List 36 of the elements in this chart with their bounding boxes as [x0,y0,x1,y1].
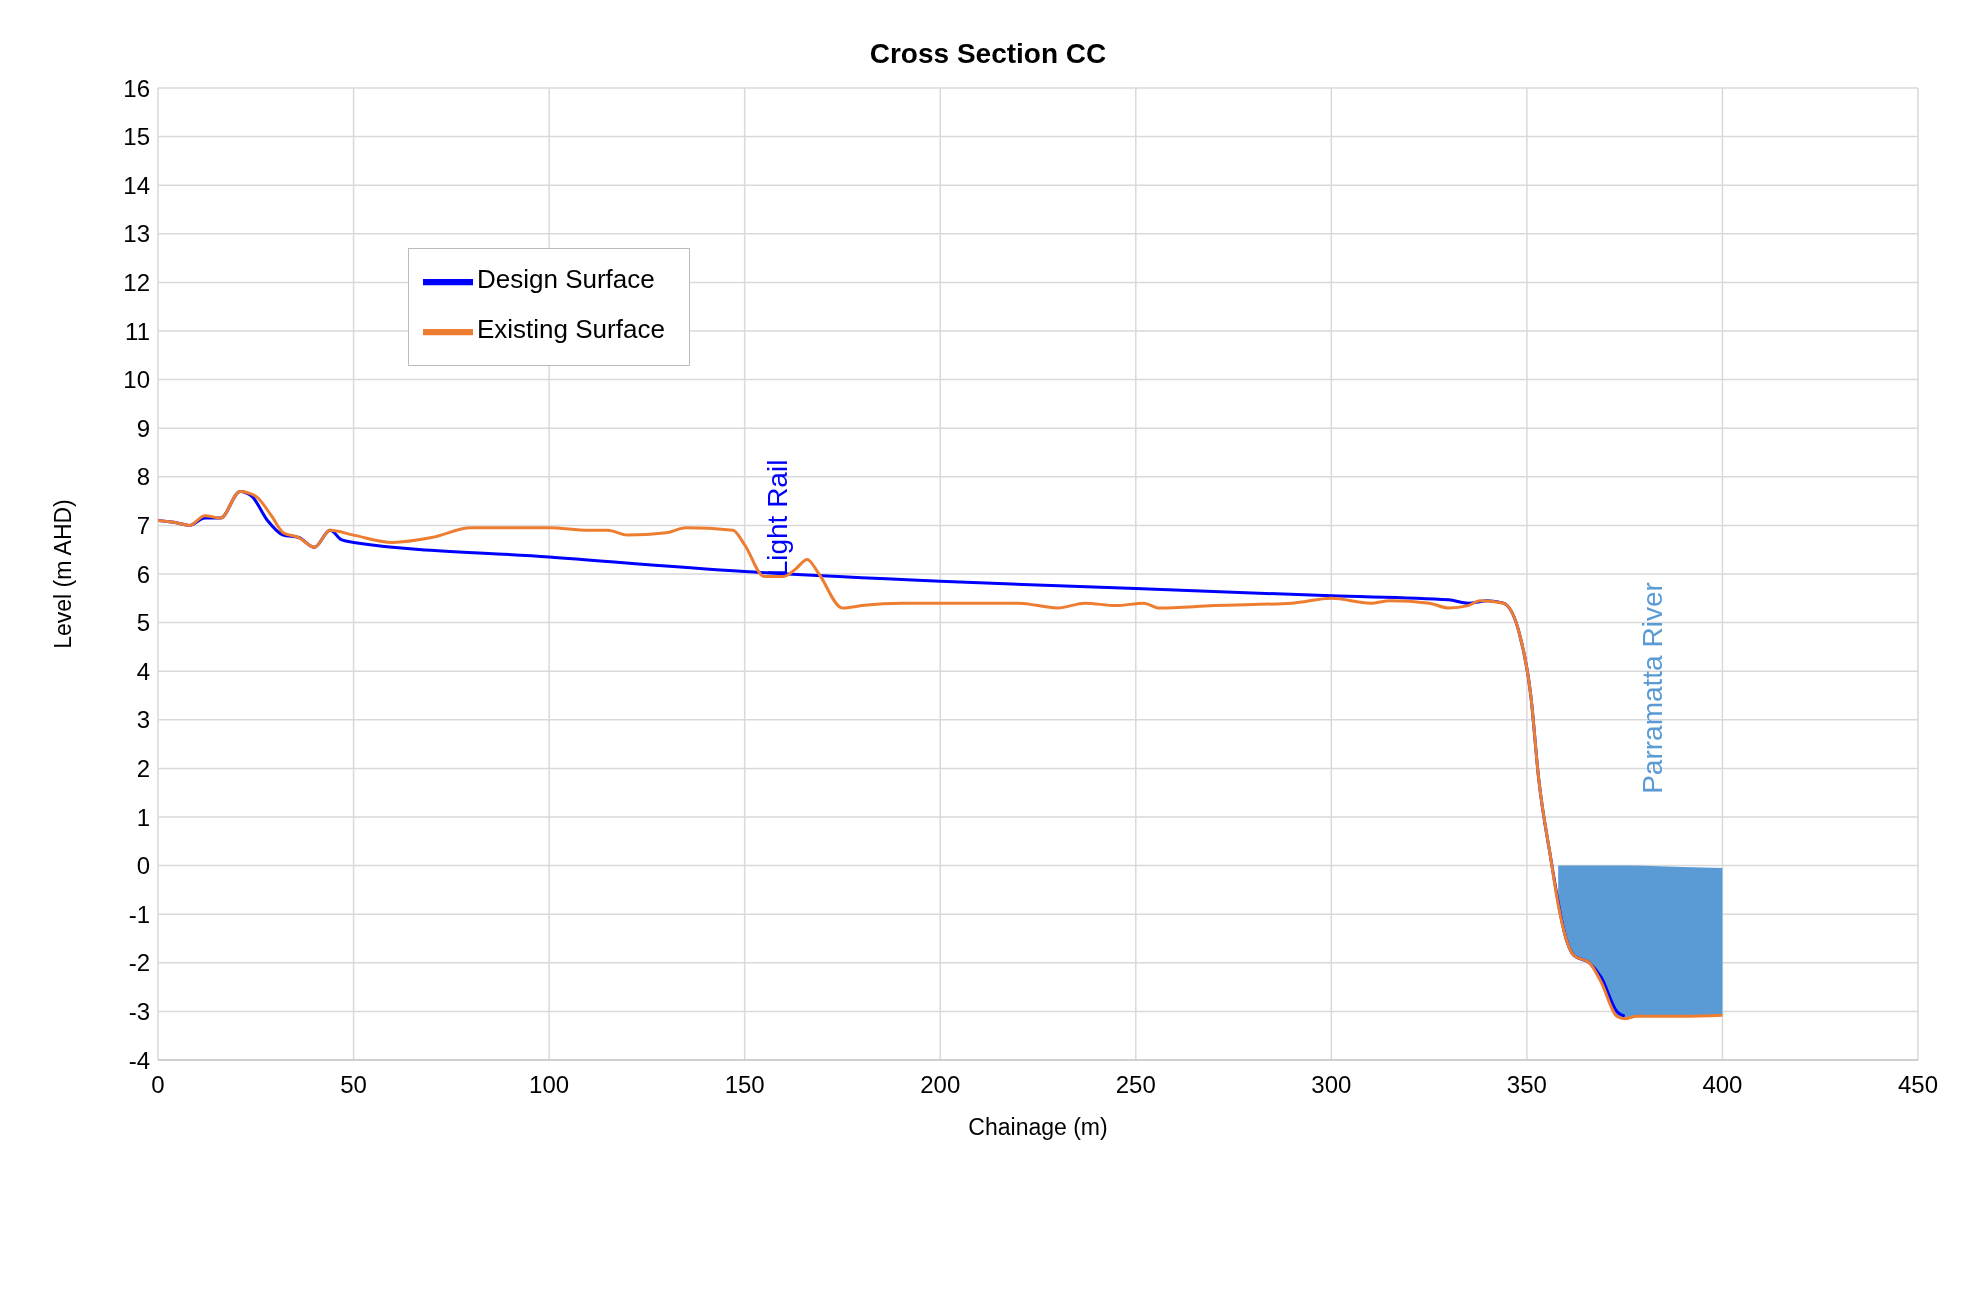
x-tick-label: 150 [724,1071,765,1099]
y-tick-label: 3 [136,706,150,734]
y-tick-label: 4 [136,657,150,685]
legend-label: Existing Surface [477,313,665,344]
y-tick-label: 1 [136,803,150,831]
x-tick-label: 300 [1311,1071,1352,1099]
x-tick-label: 450 [1897,1071,1939,1099]
y-tick-label: 16 [123,74,150,102]
y-tick-label: 10 [123,366,150,394]
chart-title: Cross Section CC [869,38,1107,69]
y-tick-label: 2 [136,754,150,782]
y-tick-label: -1 [128,900,150,928]
y-tick-label: -3 [128,997,150,1025]
y-tick-label: 11 [125,317,150,345]
y-axis-title: Level (m AHD) [50,499,77,649]
y-tick-label: 12 [123,268,150,296]
y-tick-label: 13 [123,220,150,248]
y-tick-label: -2 [128,949,150,977]
y-tick-label: 7 [136,511,150,539]
y-tick-label: -4 [128,1046,150,1074]
annotation: Parramatta River [1637,582,1669,794]
y-tick-label: 14 [123,171,150,199]
x-tick-label: 200 [920,1071,961,1099]
x-axis-title: Chainage (m) [968,1114,1108,1140]
x-tick-label: 100 [529,1071,570,1099]
y-tick-label: 5 [136,609,150,637]
x-tick-label: 350 [1506,1071,1547,1099]
y-tick-label: 0 [136,852,150,880]
y-tick-label: 15 [123,123,150,151]
y-tick-label: 8 [136,463,150,491]
x-tick-label: 400 [1702,1071,1743,1099]
y-tick-label: 9 [136,414,150,442]
x-tick-label: 250 [1115,1071,1156,1099]
x-tick-label: 50 [340,1071,367,1099]
y-tick-label: 6 [136,560,150,588]
legend-label: Design Surface [477,263,655,294]
